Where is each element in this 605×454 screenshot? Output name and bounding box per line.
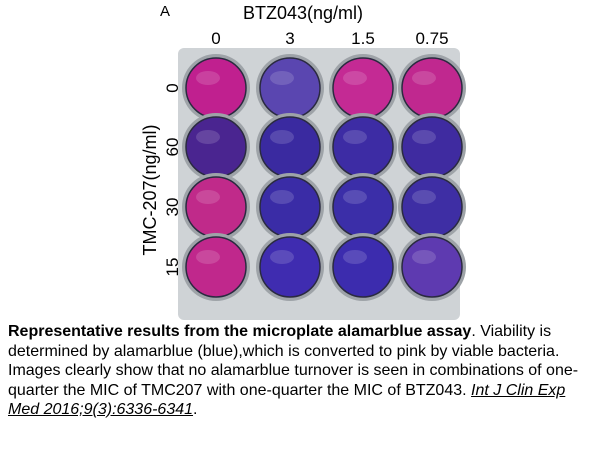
well-highlight — [270, 130, 294, 144]
caption-end: . — [193, 401, 198, 418]
well — [332, 116, 394, 178]
figure: A BTZ043(ng/ml) TMC-207(ng/ml) 0 3 1.5 0.75… — [140, 3, 466, 320]
well-highlight — [343, 250, 367, 264]
column-label: 1.5 — [351, 29, 375, 48]
well — [259, 236, 321, 298]
well-highlight — [196, 71, 220, 85]
caption: Representative results from the micropla… — [8, 322, 600, 420]
well-highlight — [270, 190, 294, 204]
row-label: 60 — [163, 138, 182, 157]
caption-title: Representative results from the micropla… — [8, 323, 472, 340]
well — [401, 57, 463, 119]
well — [401, 176, 463, 238]
well-highlight — [196, 130, 220, 144]
column-label: 0.75 — [415, 29, 448, 48]
well — [259, 57, 321, 119]
panel-label: A — [160, 3, 170, 20]
caption-body: Viability is determined by alamarblue (b… — [8, 323, 579, 399]
well — [259, 176, 321, 238]
column-title: BTZ043(ng/ml) — [243, 3, 363, 23]
well-highlight — [343, 190, 367, 204]
well — [401, 116, 463, 178]
well — [259, 116, 321, 178]
row-label: 30 — [163, 198, 182, 217]
well-highlight — [196, 190, 220, 204]
well-highlight — [412, 250, 436, 264]
row-label: 0 — [163, 83, 182, 92]
well-highlight — [412, 190, 436, 204]
well-highlight — [343, 130, 367, 144]
well-highlight — [270, 71, 294, 85]
well-highlight — [412, 130, 436, 144]
well — [401, 236, 463, 298]
well-highlight — [343, 71, 367, 85]
row-label: 15 — [163, 258, 182, 277]
citation[interactable]: Int J Clin Exp Med 2016;9(3):6336-6341 — [8, 381, 566, 419]
well-highlight — [270, 250, 294, 264]
well — [185, 176, 247, 238]
column-label: 0 — [211, 29, 220, 48]
column-label: 3 — [285, 29, 294, 48]
row-title: TMC-207(ng/ml) — [140, 124, 160, 255]
well — [185, 116, 247, 178]
well — [185, 236, 247, 298]
well — [185, 57, 247, 119]
well — [332, 57, 394, 119]
well — [332, 236, 394, 298]
caption-title-end: . — [471, 323, 476, 340]
well — [332, 176, 394, 238]
well-highlight — [412, 71, 436, 85]
well-highlight — [196, 250, 220, 264]
